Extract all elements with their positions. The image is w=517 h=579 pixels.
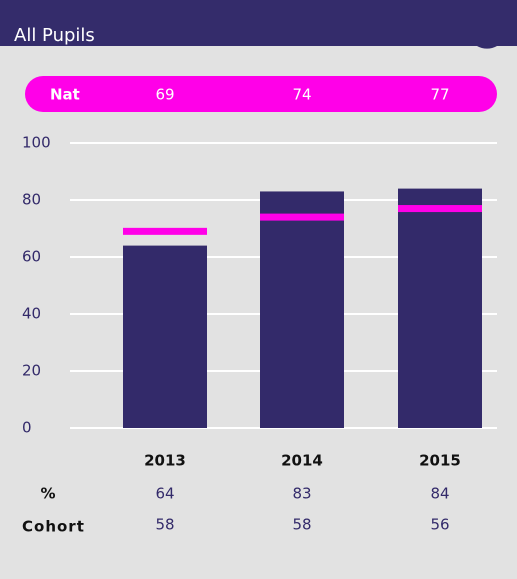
national-label: Nat xyxy=(50,86,80,104)
bar xyxy=(123,245,207,428)
national-pill xyxy=(25,76,497,112)
y-tick-label: 0 xyxy=(22,419,32,437)
cohort-row-label: Cohort xyxy=(22,518,85,536)
y-tick-label: 40 xyxy=(22,305,41,323)
national-marker xyxy=(260,213,344,221)
y-tick-label: 100 xyxy=(22,134,51,152)
x-tick-label: 2013 xyxy=(144,452,186,470)
cohort-value: 58 xyxy=(292,516,311,534)
cohort-value: 56 xyxy=(430,516,449,534)
national-marker xyxy=(398,205,482,213)
bar xyxy=(398,188,482,428)
national-marker xyxy=(123,227,207,235)
series-row-label: % xyxy=(40,485,55,503)
y-tick-label: 20 xyxy=(22,362,41,380)
national-value: 77 xyxy=(430,86,449,104)
y-tick-label: 80 xyxy=(22,191,41,209)
y-tick-label: 60 xyxy=(22,248,41,266)
value-label: 83 xyxy=(292,485,311,503)
x-tick-label: 2014 xyxy=(281,452,323,470)
value-label: 84 xyxy=(430,485,449,503)
header-corner xyxy=(0,0,517,46)
x-tick-label: 2015 xyxy=(419,452,461,470)
national-value: 74 xyxy=(292,86,311,104)
chart-title: All Pupils xyxy=(14,25,95,46)
national-value: 69 xyxy=(155,86,174,104)
bar xyxy=(260,191,344,428)
value-label: 64 xyxy=(155,485,174,503)
cohort-value: 58 xyxy=(155,516,174,534)
